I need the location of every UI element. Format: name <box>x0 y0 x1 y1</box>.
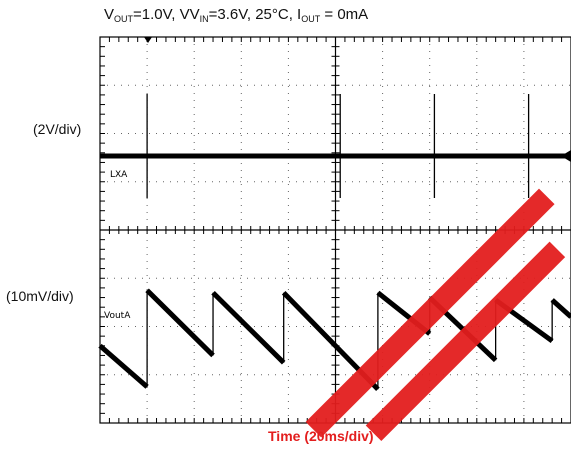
watermark-stroke <box>305 188 555 438</box>
traces <box>98 94 571 442</box>
level-marker <box>561 150 571 162</box>
lx-scale-label: (2V/div) <box>33 121 82 137</box>
watermark <box>305 188 566 442</box>
trigger-marker <box>144 37 152 43</box>
vout-ripple-segment <box>145 288 215 358</box>
vout-ripple-segment <box>211 290 286 365</box>
lx-baseline <box>100 153 571 159</box>
vout-ripple-segment <box>550 298 571 319</box>
vout-scale-label: (10mV/div) <box>6 288 74 304</box>
vout-channel-label: VoutA <box>104 311 131 321</box>
watermark-stroke <box>365 241 566 442</box>
vout-ripple-segment <box>98 343 149 389</box>
lx-channel-label: LXA <box>110 170 128 180</box>
chart-title: VOUT=1.0V, VVIN=3.6V, 25°C, IOUT = 0mA <box>104 6 369 24</box>
